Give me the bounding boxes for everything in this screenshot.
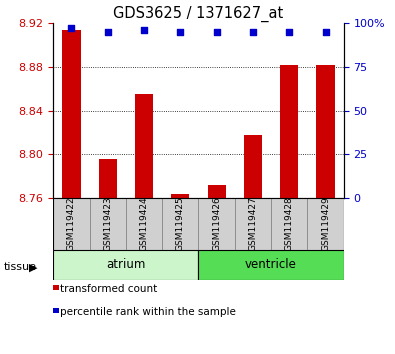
Point (250, 29, 256, 35)
Text: GSM119429: GSM119429 (321, 196, 330, 251)
Text: tissue: tissue (4, 262, 37, 272)
Point (322, 29, 329, 35)
Text: transformed count: transformed count (60, 284, 158, 293)
Point (141, 27, 147, 33)
Point (286, 29, 292, 35)
Title: GDS3625 / 1371627_at: GDS3625 / 1371627_at (113, 5, 284, 22)
Bar (135, 94, 153, 198)
Text: GSM119427: GSM119427 (248, 196, 258, 251)
Text: GSM119425: GSM119425 (176, 196, 185, 251)
Bar (162, 198, 199, 250)
Bar (271, 198, 307, 250)
Bar (316, 65, 335, 198)
Bar (199, 250, 344, 280)
Text: percentile rank within the sample: percentile rank within the sample (60, 307, 236, 316)
Text: GSM119423: GSM119423 (103, 196, 112, 251)
Bar (199, 198, 235, 250)
Bar (280, 65, 298, 198)
Bar (53, 198, 90, 250)
Bar (99, 159, 117, 198)
Point (177, 29, 184, 35)
Text: atrium: atrium (106, 258, 146, 271)
Bar (235, 198, 271, 250)
Point (213, 29, 220, 35)
Bar (307, 198, 344, 250)
Bar (62, 30, 81, 198)
Bar (207, 185, 226, 198)
Text: ▶: ▶ (29, 262, 38, 272)
Bar (244, 135, 262, 198)
Point (105, 29, 111, 35)
Bar (90, 198, 126, 250)
Bar (53, 250, 199, 280)
Text: GSM119422: GSM119422 (67, 196, 76, 251)
Text: GSM119424: GSM119424 (139, 196, 149, 251)
Bar (171, 194, 190, 198)
Text: GSM119428: GSM119428 (285, 196, 294, 251)
Bar (126, 198, 162, 250)
Text: GSM119426: GSM119426 (212, 196, 221, 251)
Text: ventricle: ventricle (245, 258, 297, 271)
Point (68, 25, 75, 31)
